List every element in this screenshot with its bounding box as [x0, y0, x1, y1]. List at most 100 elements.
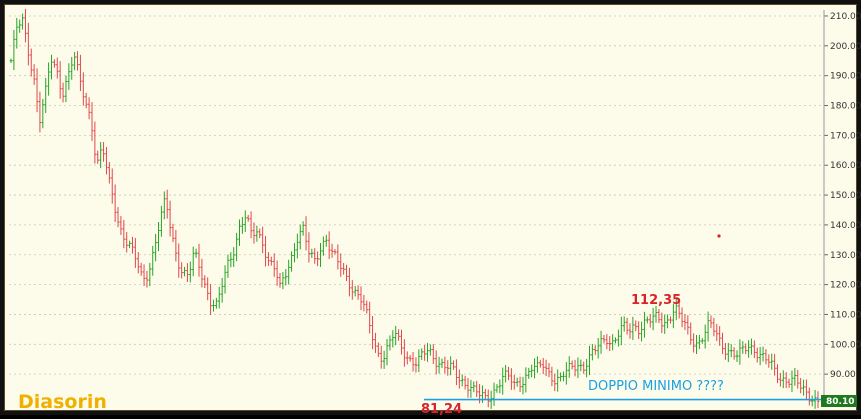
price-bar [666, 314, 669, 329]
price-bar [351, 280, 354, 300]
price-bar [264, 235, 267, 267]
price-bar [238, 219, 241, 246]
stray-dot [717, 234, 721, 238]
price-bar [324, 234, 328, 247]
price-bar [200, 258, 204, 288]
price-bar [177, 243, 181, 278]
price-bar [593, 345, 597, 355]
price-bar [261, 226, 264, 254]
price-bar [796, 370, 800, 389]
price-bar [345, 264, 348, 281]
price-bar [741, 341, 745, 354]
price-bar [779, 372, 782, 387]
price-bar [504, 365, 507, 383]
price-bar [460, 374, 464, 387]
price-bar [417, 349, 421, 373]
price-bar [530, 364, 533, 378]
price-bar [293, 243, 296, 263]
y-tick-label: 210.00 [830, 12, 861, 22]
price-bar [44, 77, 48, 114]
price-bar [764, 349, 768, 365]
price-bar [359, 286, 363, 311]
price-bar [217, 286, 221, 309]
price-bar [336, 244, 340, 270]
price-bar [249, 211, 253, 239]
price-bar [411, 352, 415, 372]
price-bar [365, 300, 369, 314]
price-bar [463, 375, 467, 390]
price-bar [379, 345, 383, 369]
price-bar [73, 51, 76, 71]
price-bar [735, 350, 739, 362]
price-bar [403, 339, 406, 367]
price-bar [113, 184, 117, 222]
price-bar [567, 356, 571, 378]
price-bar [498, 379, 502, 394]
price-bar [611, 334, 614, 351]
price-bar [802, 379, 805, 396]
price-bar [191, 246, 195, 277]
price-bar [408, 355, 412, 362]
price-bar [576, 357, 580, 379]
price-bar [484, 388, 487, 400]
price-bar [61, 82, 65, 103]
price-bar [119, 216, 123, 235]
price-bar [620, 316, 623, 346]
price-bar [157, 221, 160, 252]
price-bar [151, 245, 155, 276]
price-bar [362, 294, 366, 312]
y-tick-label: 160.00 [830, 161, 861, 171]
price-bar [602, 334, 606, 344]
price-bar [281, 272, 285, 290]
price-bar [744, 343, 747, 355]
price-bar [640, 321, 643, 342]
y-tick-label: 140.00 [830, 221, 861, 231]
price-bar [339, 253, 343, 277]
price-bar [750, 338, 753, 355]
price-bar [84, 92, 88, 109]
price-bar [634, 320, 638, 332]
price-bar [637, 321, 640, 340]
price-bar [12, 29, 16, 71]
price-bar [550, 366, 554, 387]
price-bar [275, 260, 279, 286]
last-price-tag: 80.10 [821, 395, 857, 407]
price-bar [296, 233, 299, 259]
price-bar [79, 54, 82, 91]
price-bar [512, 374, 516, 390]
y-tick-label: 90.00 [830, 370, 856, 380]
price-bar [686, 315, 690, 335]
y-tick-label: 120.00 [830, 281, 861, 291]
ticker-label: Diasorin [18, 391, 107, 413]
price-bar [313, 248, 317, 264]
price-bar [180, 262, 183, 279]
price-bar [608, 336, 612, 352]
price-bar [203, 275, 207, 289]
price-bar [270, 256, 273, 266]
price-bar [761, 346, 765, 362]
price-bar [458, 369, 461, 389]
price-bar [55, 57, 59, 79]
support-label: DOPPIO MINIMO ???? [588, 379, 724, 394]
price-bar [790, 370, 794, 392]
price-bar [258, 228, 262, 239]
price-bar [377, 342, 380, 358]
price-bar [565, 362, 568, 385]
price-bar [573, 359, 577, 377]
price-bar [142, 264, 146, 286]
price-bar [776, 364, 779, 384]
price-bar [680, 307, 684, 328]
price-bar [805, 379, 808, 400]
price-bar [758, 346, 762, 366]
price-bar [674, 297, 678, 321]
y-tick-label: 130.00 [830, 251, 861, 261]
price-bar [414, 357, 418, 373]
price-bar [449, 356, 452, 376]
price-bar [125, 231, 128, 253]
price-bar [605, 334, 609, 350]
price-bar [472, 381, 476, 393]
price-bar [701, 338, 704, 344]
price-bar [562, 371, 565, 382]
price-bar [9, 58, 13, 63]
grid-layer [9, 15, 824, 375]
